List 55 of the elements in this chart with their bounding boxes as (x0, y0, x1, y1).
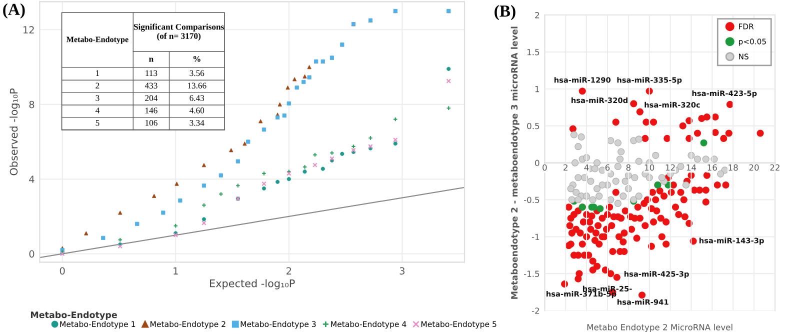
y-tick-label: 12 (24, 26, 34, 34)
annotation: n (149, 58, 154, 62)
annotation: 3 (96, 95, 100, 101)
annotation: 204 (145, 95, 158, 101)
y-tick-label: 0.5 (527, 122, 540, 130)
x-tick-label: 12 (666, 164, 675, 171)
x-tick-label: 3 (400, 267, 404, 275)
annotation: Metabo-Endotype (66, 36, 128, 44)
annotation: Significant Comparisons (of n= 3170) (134, 24, 224, 41)
y-tick-label: 1.5 (527, 49, 540, 56)
annotation: 3.34 (190, 120, 204, 126)
x-tick-label: 20 (749, 164, 759, 171)
x-tick-label: 1 (174, 267, 178, 274)
annotation: 146 (146, 108, 158, 114)
x-tick-label: 16 (708, 164, 717, 171)
annotation: 1 (96, 70, 100, 76)
annotation: 3.56 (190, 70, 204, 76)
chart-title: (A) (3, 3, 25, 18)
x-tick-label: 10 (644, 164, 654, 171)
annotation: 433 (144, 82, 158, 89)
y-tick-label: -1.5 (524, 270, 540, 277)
x-tick-label: 6 (605, 164, 610, 171)
annotation: 106 (146, 120, 158, 126)
annotation: % (193, 56, 200, 62)
x-tick-label: 8 (626, 164, 630, 171)
y-tick-label: 0 (29, 250, 34, 258)
annotation: 13.66 (188, 82, 206, 89)
y-tick-label: 2 (535, 12, 539, 18)
y-tick-label: 1 (535, 86, 540, 92)
x-tick-label: 0 (60, 267, 65, 275)
legend-title: Metabo-Endotype (30, 311, 117, 320)
x-axis-title: Expected -log₁₀P (210, 279, 295, 290)
y-axis-title: Metaboendotype 2 - metaboendotype 3 microRNA level (510, 26, 520, 299)
annotation: 113 (146, 70, 158, 76)
annotation: 5 (96, 120, 100, 126)
x-tick-label: 0 (542, 164, 547, 171)
x-tick-label: 2 (286, 267, 292, 274)
annotation: 2 (96, 82, 100, 88)
y-tick-label: -0.5 (524, 196, 540, 204)
x-tick-label: 4 (584, 164, 589, 171)
y-tick-label: 8 (29, 100, 34, 108)
x-tick-label: 18 (728, 164, 738, 171)
chart-title: (B) (494, 5, 516, 20)
annotation: 4 (95, 108, 100, 114)
y-tick-label: 4 (29, 176, 34, 183)
annotation: 6.43 (190, 95, 204, 101)
x-tick-label: 22 (770, 164, 780, 171)
x-tick-label: 14 (686, 164, 696, 171)
y-tick-label: -2 (532, 308, 539, 314)
annotation: 4.60 (190, 108, 204, 114)
y-axis-title: Observed -log₁₀P (10, 88, 20, 176)
y-tick-label: 0 (535, 160, 540, 166)
x-tick-label: 2 (564, 164, 568, 171)
x-axis-title: Metabo Endotype 2 MicroRNA level (587, 324, 732, 332)
y-tick-label: -1 (532, 234, 540, 240)
